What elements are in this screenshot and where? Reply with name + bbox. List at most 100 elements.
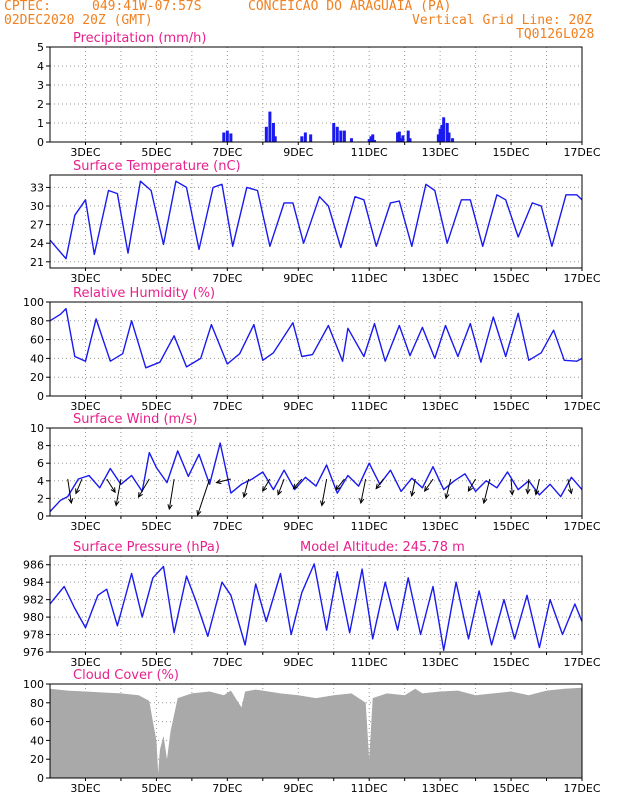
- temperature-ytick-label: 33: [30, 181, 44, 194]
- precipitation-bar: [451, 138, 455, 142]
- pressure-title: Surface Pressure (hPa): [73, 540, 220, 555]
- precipitation-bar: [373, 140, 377, 142]
- wind-vector-line: [360, 478, 367, 504]
- header-grid-note: Vertical Grid Line: 20Z: [412, 13, 593, 28]
- precipitation-bar: [229, 133, 233, 142]
- temperature-title: Surface Temperature (nC): [73, 159, 241, 174]
- cloud-cover-title: Cloud Cover (%): [73, 668, 179, 683]
- precipitation-bar: [399, 138, 403, 142]
- wind-vector-line: [197, 478, 211, 516]
- wind-wind-vectors: [67, 478, 573, 517]
- precipitation-bar: [268, 111, 272, 142]
- panel-precipitation: Precipitation (mm/h) 0 1 2 3 4 5 3DEC 5DEC 7DEC 9D…: [37, 31, 601, 159]
- precipitation-bar: [222, 132, 226, 142]
- precipitation-bar: [442, 117, 446, 142]
- cloud-cover-xtick-label: 11DEC: [351, 782, 388, 795]
- wind-vector-line: [411, 478, 416, 496]
- temperature-xtick-label: 17DEC: [563, 272, 600, 285]
- temperature-xtick-label: 5DEC: [141, 272, 171, 285]
- humidity-xtick-label: 5DEC: [141, 400, 171, 413]
- precipitation-bar: [408, 138, 412, 142]
- wind-vector-head: [335, 484, 341, 491]
- precipitation-xtick-label: 3DEC: [70, 146, 100, 159]
- pressure-ytick-label: 976: [23, 646, 44, 659]
- wind-frame: [49, 427, 583, 517]
- panel-pressure: Surface Pressure (hPa) Model Altitude: 24…: [23, 540, 601, 669]
- wind-vector-head: [509, 489, 515, 496]
- pressure-xtick-label: 17DEC: [563, 656, 600, 669]
- cloud-cover-frame: [49, 683, 583, 779]
- wind-grid: [50, 427, 583, 517]
- precipitation-bar: [369, 136, 373, 142]
- panel-humidity: Relative Humidity (%) 0 20 40 60 80 100 3DEC 5DE…: [23, 286, 601, 413]
- wind-vector-head: [410, 490, 416, 497]
- wind-vector-head: [262, 486, 268, 493]
- pressure-frame: [49, 555, 583, 653]
- temperature-xtick-label: 15DEC: [493, 272, 530, 285]
- wind-vector-line: [467, 478, 477, 492]
- wind-vector-head: [196, 510, 202, 517]
- wind-vector-line: [567, 478, 572, 494]
- wind-vector-head: [75, 488, 80, 495]
- wind-vector-head: [467, 486, 473, 493]
- temperature-xtick-label: 7DEC: [212, 272, 242, 285]
- precipitation-xtick-label: 15DEC: [493, 146, 530, 159]
- cloud-cover-area: [50, 687, 582, 778]
- wind-vector-line: [335, 478, 345, 491]
- wind-ytick-label: 8: [37, 440, 44, 453]
- temperature-ytick-label: 21: [30, 256, 44, 269]
- precipitation-bar: [264, 126, 268, 142]
- wind-xtick-label: 5DEC: [141, 520, 171, 533]
- wind-xtick-label: 11DEC: [351, 520, 388, 533]
- wind-vector-line: [277, 478, 285, 495]
- cloud-cover-ytick-label: 60: [30, 716, 44, 729]
- humidity-xtick-label: 17DEC: [563, 400, 600, 413]
- precipitation-title: Precipitation (mm/h): [73, 31, 206, 46]
- wind-vector-line: [293, 478, 303, 489]
- header-station: CONCEICAO DO ARAGUAIA (PA): [248, 0, 452, 14]
- cloud-cover-ytick-label: 40: [30, 734, 44, 747]
- precipitation-bar: [303, 132, 307, 142]
- humidity-ytick-label: 80: [30, 315, 44, 328]
- precipitation-bar: [440, 124, 444, 142]
- precipitation-bar: [300, 136, 304, 142]
- precipitation-xtick-label: 5DEC: [141, 146, 171, 159]
- precipitation-bar: [367, 139, 371, 142]
- wind-series-line: [49, 442, 583, 513]
- wind-vector-line: [510, 479, 513, 495]
- humidity-ytick-label: 60: [30, 334, 44, 347]
- pressure-ytick-label: 980: [23, 611, 44, 624]
- precipitation-bar: [335, 126, 339, 142]
- precipitation-bar: [396, 132, 400, 142]
- wind-vector-head: [277, 489, 283, 496]
- cloud-cover-xtick-label: 5DEC: [141, 782, 171, 795]
- cloud-cover-ytick-label: 20: [30, 753, 44, 766]
- header-datetime: 02DEC2020 20Z (GMT): [4, 13, 153, 28]
- humidity-xtick-label: 15DEC: [493, 400, 530, 413]
- temperature-frame: [49, 174, 583, 269]
- cloud-cover-xtick-label: 9DEC: [283, 782, 313, 795]
- wind-vector-head: [292, 483, 299, 490]
- panel-wind: Surface Wind (m/s) 0 2 4 6 8 10 3DEC 5DEC 7DEC 9DE…: [30, 412, 601, 533]
- precipitation-bar: [406, 130, 410, 142]
- wind-vector-line: [168, 478, 175, 510]
- wind-vector-head: [68, 498, 74, 505]
- wind-vector-line: [216, 478, 232, 484]
- wind-vector-head: [242, 492, 248, 499]
- humidity-frame: [49, 301, 583, 397]
- precipitation-ytick-label: 2: [37, 98, 44, 111]
- humidity-ytick-label: 100: [23, 296, 44, 309]
- wind-title: Surface Wind (m/s): [73, 412, 197, 427]
- wind-vector-line: [535, 478, 540, 495]
- wind-vector-head: [482, 498, 488, 505]
- cloud-cover-ytick-label: 0: [37, 772, 44, 785]
- humidity-xtick-label: 3DEC: [70, 400, 100, 413]
- precipitation-bar: [349, 138, 353, 142]
- wind-vector-head: [423, 486, 430, 492]
- precipitation-ytick-label: 3: [37, 79, 44, 92]
- precipitation-bar: [273, 136, 277, 142]
- cloud-cover-xtick-label: 7DEC: [212, 782, 242, 795]
- wind-vector-head: [567, 488, 573, 495]
- wind-vector-head: [167, 504, 173, 511]
